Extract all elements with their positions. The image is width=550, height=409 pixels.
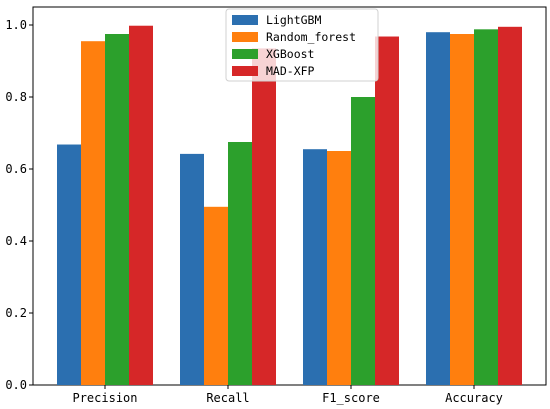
y-tick-label: 1.0 (5, 18, 27, 32)
y-tick-label: 0.8 (5, 90, 27, 104)
bar-lightgbm-recall (180, 153, 204, 385)
legend-label: XGBoost (266, 47, 314, 61)
bar-xgboost-accuracy (474, 29, 498, 385)
x-axis: Precision Recall F1_score Accuracy (72, 385, 503, 405)
legend-swatch (232, 49, 258, 59)
bar-lightgbm-accuracy (426, 32, 450, 385)
y-tick-label: 0.6 (5, 162, 27, 176)
x-tick-label: Recall (206, 391, 249, 405)
y-tick-label: 0.2 (5, 306, 27, 320)
legend-label: LightGBM (266, 13, 321, 27)
legend-swatch (232, 15, 258, 25)
legend-swatch (232, 66, 258, 76)
legend: LightGBM Random_forest XGBoost MAD-XFP (225, 8, 379, 82)
legend-label: MAD-XFP (266, 64, 315, 78)
bar-mad-xfp-accuracy (498, 26, 522, 386)
x-tick-label: F1_score (322, 391, 380, 405)
bar-xgboost-precision (105, 34, 129, 385)
bar-mad-xfp-recall (252, 48, 276, 386)
bar-random-forest-accuracy (450, 34, 474, 385)
bar-random-forest-precision (81, 41, 105, 385)
bars-group (57, 25, 522, 386)
legend-box (225, 8, 379, 82)
legend-swatch (232, 32, 258, 42)
x-tick-label: Accuracy (445, 391, 503, 405)
legend-label: Random_forest (266, 30, 356, 44)
bar-xgboost-recall (228, 142, 252, 385)
x-tick-label: Precision (72, 391, 137, 405)
y-tick-label: 0.4 (5, 234, 27, 248)
bar-lightgbm-f1-score (303, 149, 327, 385)
bar-random-forest-f1-score (327, 151, 351, 385)
bar-mad-xfp-precision (129, 25, 153, 385)
y-tick-label: 0.0 (5, 378, 27, 392)
bar-mad-xfp-f1-score (375, 36, 399, 386)
y-axis: 0.0 0.2 0.4 0.6 0.8 1.0 (5, 18, 33, 392)
bar-random-forest-recall (204, 206, 228, 385)
bar-lightgbm-precision (57, 144, 81, 385)
bar-xgboost-f1-score (351, 97, 375, 385)
